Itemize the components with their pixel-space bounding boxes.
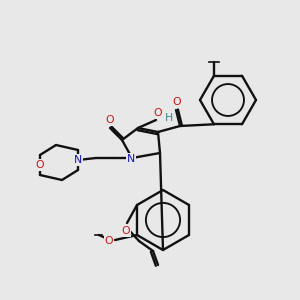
Text: O: O — [36, 160, 44, 170]
Text: N: N — [127, 154, 135, 164]
Text: O: O — [106, 115, 114, 125]
Text: O: O — [173, 97, 181, 107]
Text: O: O — [154, 108, 162, 118]
Text: O: O — [122, 226, 130, 236]
Text: N: N — [74, 155, 82, 165]
Text: O: O — [105, 236, 113, 246]
Text: H: H — [165, 113, 173, 123]
